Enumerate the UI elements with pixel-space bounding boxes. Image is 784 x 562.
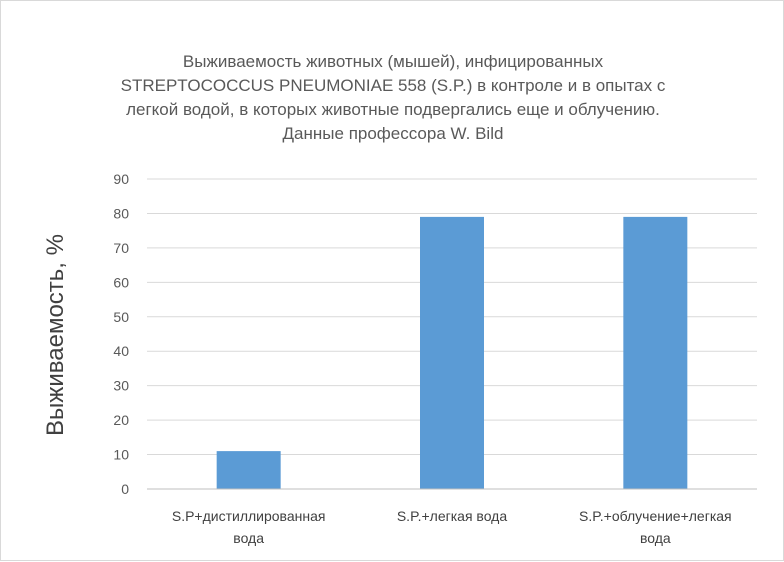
y-tick-label: 80 — [113, 205, 129, 221]
bar — [216, 451, 281, 489]
x-category-label: S.P.+легкая вода — [397, 508, 508, 524]
y-axis-ticks: 0 10 20 30 40 50 60 70 80 90 — [113, 171, 129, 497]
chart-title-line: Данные профессора W. Bild — [283, 124, 504, 143]
chart-title-line: STREPTOCOCCUS PNEUMONIAE 558 (S.P.) в ко… — [121, 76, 666, 95]
y-tick-label: 20 — [113, 412, 129, 428]
chart-title-line: легкой водой, в которых животные подверг… — [126, 100, 660, 119]
x-axis-categories: S.P+дистиллированная вода S.P.+легкая вода… — [172, 508, 732, 546]
y-tick-label: 60 — [113, 274, 129, 290]
y-axis-title: Выживаемость, % — [42, 234, 69, 436]
chart-title: Выживаемость животных (мышей), инфициров… — [121, 52, 666, 143]
y-tick-label: 70 — [113, 240, 129, 256]
y-tick-label: 50 — [113, 309, 129, 325]
x-category-label: вода — [640, 530, 671, 546]
x-category-label: S.P+дистиллированная — [172, 508, 326, 524]
y-tick-label: 90 — [113, 171, 129, 187]
x-category-label: S.P.+облучение+легкая — [579, 508, 732, 524]
y-tick-label: 0 — [121, 481, 129, 497]
bar — [623, 216, 688, 489]
bars — [216, 216, 688, 489]
y-tick-label: 40 — [113, 343, 129, 359]
y-tick-label: 10 — [113, 447, 129, 463]
chart-title-line: Выживаемость животных (мышей), инфициров… — [183, 52, 604, 71]
x-category-label: вода — [233, 530, 264, 546]
bar — [420, 216, 484, 489]
y-tick-label: 30 — [113, 378, 129, 394]
